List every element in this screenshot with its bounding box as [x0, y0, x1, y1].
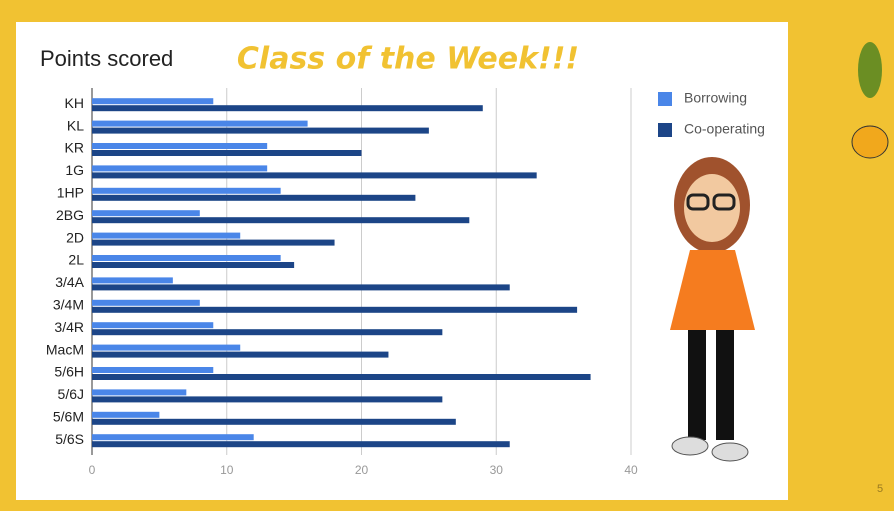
bar — [92, 195, 415, 201]
bar — [92, 255, 281, 261]
bar — [92, 143, 267, 149]
bar — [92, 322, 213, 328]
page-number: 5 — [877, 483, 883, 495]
y-tick-label: 3/4R — [54, 319, 84, 335]
bar — [92, 300, 200, 306]
y-tick-label: 2L — [68, 252, 84, 268]
y-tick-label: 1G — [65, 162, 84, 178]
x-tick-label: 0 — [89, 463, 96, 477]
y-tick-label: KR — [65, 140, 84, 156]
bar — [92, 210, 200, 216]
y-tick-label: 3/4A — [55, 274, 84, 290]
bar — [92, 419, 456, 425]
y-tick-label: KH — [65, 95, 84, 111]
y-tick-label: 2BG — [56, 207, 84, 223]
bar — [92, 188, 281, 194]
y-tick-label: 1HP — [57, 185, 84, 201]
bar — [92, 434, 254, 440]
bar — [92, 412, 159, 418]
bar — [92, 105, 483, 111]
bar — [92, 240, 335, 246]
bar — [92, 396, 442, 402]
bar — [92, 284, 510, 290]
bar — [92, 389, 186, 395]
bar — [92, 233, 240, 239]
y-tick-label: 5/6S — [55, 431, 84, 447]
bar — [92, 329, 442, 335]
y-tick-label: KL — [67, 117, 84, 133]
bar — [92, 262, 294, 268]
bar — [92, 352, 388, 358]
y-tick-label: 2D — [66, 229, 84, 245]
y-tick-label: 5/6M — [53, 409, 84, 425]
chart-title: Points scored — [40, 46, 173, 71]
bar — [92, 172, 537, 178]
legend-swatch — [658, 123, 672, 137]
bar — [92, 150, 362, 156]
bar — [92, 277, 173, 283]
bar — [92, 217, 469, 223]
legend-label: Co-operating — [684, 121, 765, 137]
bar — [92, 441, 510, 447]
bar — [92, 345, 240, 351]
legend-label: Borrowing — [684, 90, 747, 106]
x-tick-label: 40 — [624, 463, 638, 477]
bar — [92, 121, 308, 127]
bar — [92, 165, 267, 171]
y-tick-label: MacM — [46, 341, 84, 357]
y-tick-label: 5/6J — [58, 386, 84, 402]
bar — [92, 374, 591, 380]
x-tick-label: 30 — [490, 463, 504, 477]
x-tick-label: 20 — [355, 463, 369, 477]
y-tick-label: 3/4M — [53, 297, 84, 313]
bar — [92, 128, 429, 134]
legend-swatch — [658, 92, 672, 106]
x-tick-label: 10 — [220, 463, 234, 477]
bar — [92, 98, 213, 104]
y-tick-label: 5/6H — [54, 364, 84, 380]
slide: Points scored Class of the Week!!! 5 0 10… — [0, 0, 894, 511]
bar — [92, 307, 577, 313]
bar — [92, 367, 213, 373]
banner-title: Class of the Week!!! — [237, 42, 579, 77]
